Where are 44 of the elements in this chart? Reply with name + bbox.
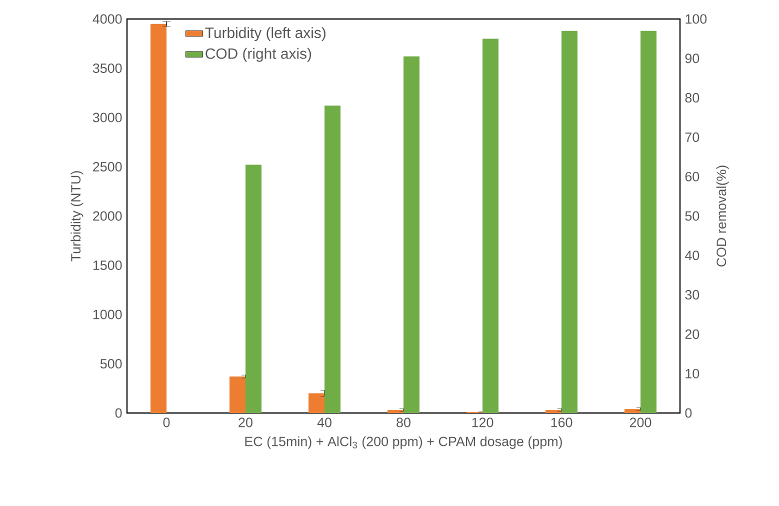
x-tick-label: 0 <box>163 418 170 428</box>
y-tick-label: 1500 <box>93 260 122 270</box>
y-tick-label: 4000 <box>92 14 122 24</box>
bar <box>308 393 324 413</box>
y-tick-label: 2500 <box>93 162 122 172</box>
y-tick-label: 500 <box>100 358 122 369</box>
y2-tick-label: 70 <box>685 132 700 142</box>
y2-tick-label: 50 <box>685 211 700 221</box>
y2-tick-label: 40 <box>685 250 700 260</box>
x-tick-label: 20 <box>238 418 252 428</box>
bar <box>388 410 404 413</box>
legend-label: Turbidity (left axis) <box>205 27 326 42</box>
y2-tick-label: 20 <box>685 329 700 339</box>
y-tick-label: 2000 <box>93 211 122 221</box>
bar <box>404 56 420 413</box>
y-tick-label: 3000 <box>92 112 122 122</box>
y2-tick-label: 0 <box>685 408 692 418</box>
bar <box>546 410 562 413</box>
y2-tick-label: 90 <box>685 54 700 64</box>
y2-tick-label: 30 <box>685 290 700 300</box>
y2-tick-label: 60 <box>685 172 700 182</box>
x-tick-label: 120 <box>472 418 494 428</box>
y-tick-label: 0 <box>115 408 122 418</box>
x-axis-title: EC (15min) + AlCl$_{3}$ (200 ppm) + CPAM dosage (ppm) <box>245 436 562 449</box>
legend-label: COD (right axis) <box>206 48 312 62</box>
bar <box>640 30 657 413</box>
x-tick-label: 200 <box>630 418 652 428</box>
bar <box>562 30 578 413</box>
y2-tick-label: 10 <box>686 368 700 378</box>
bar <box>624 409 640 413</box>
x-tick-label: 160 <box>551 418 572 428</box>
bar <box>482 38 499 413</box>
bar <box>246 164 262 413</box>
bar <box>230 376 246 413</box>
y-axis-title: Turbidity (NTU) <box>70 171 84 262</box>
bar <box>150 24 166 413</box>
x-tick-label: 40 <box>317 418 332 428</box>
y2-tick-label: 100 <box>686 14 707 24</box>
y-tick-label: 3500 <box>92 63 122 73</box>
bar <box>324 106 341 413</box>
y2-tick-label: 80 <box>685 93 700 103</box>
y2-axis-title: COD removal(%) <box>716 166 729 266</box>
x-tick-label: 80 <box>396 418 410 428</box>
y-tick-label: 1000 <box>93 310 122 320</box>
